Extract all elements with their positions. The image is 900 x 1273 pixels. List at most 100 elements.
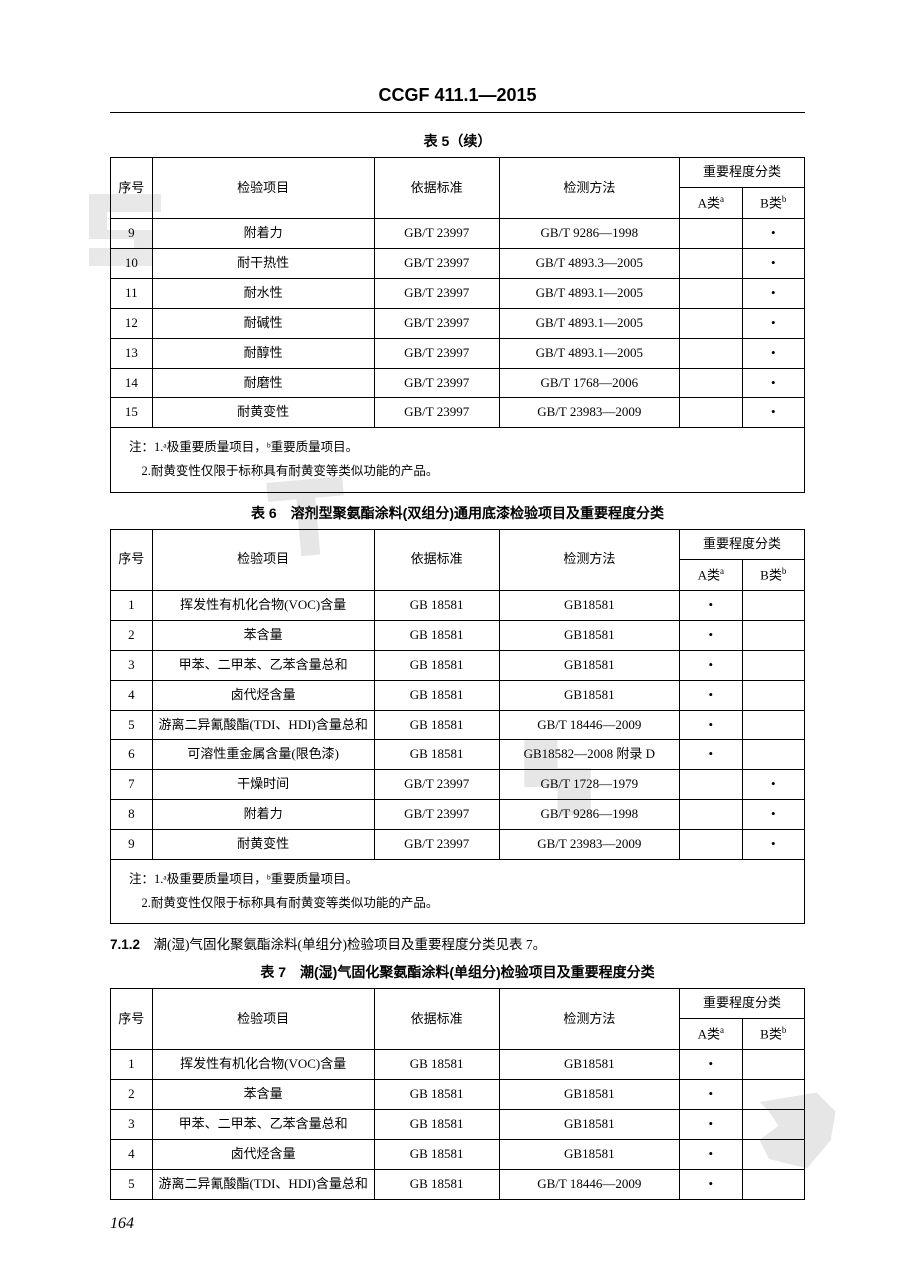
cell-std: GB/T 23997 (374, 308, 499, 338)
cell-item: 甲苯、二甲苯、乙苯含量总和 (152, 650, 374, 680)
cell-A (680, 800, 742, 830)
cell-seq: 1 (111, 590, 153, 620)
table5-body: 9附着力GB/T 23997GB/T 9286—1998•10耐干热性GB/T … (111, 219, 805, 428)
th-item: 检验项目 (152, 989, 374, 1050)
cell-seq: 15 (111, 398, 153, 428)
cell-method: GB/T 23983—2009 (499, 830, 679, 860)
cell-method: GB18581 (499, 650, 679, 680)
cell-seq: 5 (111, 710, 153, 740)
table-row: 10耐干热性GB/T 23997GB/T 4893.3—2005• (111, 249, 805, 279)
cell-A (680, 278, 742, 308)
cell-A (680, 770, 742, 800)
cell-item: 挥发性有机化合物(VOC)含量 (152, 590, 374, 620)
doc-header: CCGF 411.1—2015 (110, 85, 805, 112)
th-std: 依据标准 (374, 989, 499, 1050)
cell-item: 挥发性有机化合物(VOC)含量 (152, 1050, 374, 1080)
table-row: 11耐水性GB/T 23997GB/T 4893.1—2005 • (111, 278, 805, 308)
cell-std: GB 18581 (374, 740, 499, 770)
cell-B (742, 740, 805, 770)
cell-seq: 4 (111, 1139, 153, 1169)
table-row: 3甲苯、二甲苯、乙苯含量总和GB 18581GB18581• (111, 1109, 805, 1139)
table5: 序号 检验项目 依据标准 检测方法 重要程度分类 A类a B类b 9附着力GB/… (110, 157, 805, 493)
cell-B: • (742, 830, 805, 860)
cell-seq: 13 (111, 338, 153, 368)
cell-method: GB18582—2008 附录 D (499, 740, 679, 770)
cell-item: 游离二异氰酸酯(TDI、HDI)含量总和 (152, 710, 374, 740)
th-seq: 序号 (111, 158, 153, 219)
cell-item: 苯含量 (152, 1080, 374, 1110)
cell-A: • (680, 740, 742, 770)
cell-item: 耐干热性 (152, 249, 374, 279)
th-item: 检验项目 (152, 529, 374, 590)
table-row: 9耐黄变性GB/T 23997GB/T 23983—2009• (111, 830, 805, 860)
cell-item: 附着力 (152, 219, 374, 249)
cell-seq: 7 (111, 770, 153, 800)
cell-method: GB/T 4893.1—2005 (499, 338, 679, 368)
cell-A: • (680, 1139, 742, 1169)
cell-A: • (680, 1169, 742, 1199)
th-B: B类b (742, 187, 805, 218)
cell-item: 干燥时间 (152, 770, 374, 800)
cell-B (742, 710, 805, 740)
cell-B: • (742, 249, 805, 279)
header-rule (110, 112, 805, 113)
th-method: 检测方法 (499, 158, 679, 219)
table5-caption: 表 5（续） (110, 131, 805, 151)
th-A: A类a (680, 559, 742, 590)
table-row: 4卤代烃含量GB 18581GB18581• (111, 1139, 805, 1169)
cell-std: GB 18581 (374, 710, 499, 740)
table7: 序号 检验项目 依据标准 检测方法 重要程度分类 A类a B类b 1挥发性有机化… (110, 988, 805, 1200)
th-A: A类a (680, 187, 742, 218)
th-item: 检验项目 (152, 158, 374, 219)
cell-seq: 2 (111, 620, 153, 650)
cell-seq: 6 (111, 740, 153, 770)
cell-B: • (742, 368, 805, 398)
table-row: 2苯含量GB 18581GB18581• (111, 1080, 805, 1110)
cell-method: GB18581 (499, 1139, 679, 1169)
cell-B: • (742, 278, 805, 308)
table6-body: 1挥发性有机化合物(VOC)含量GB 18581GB18581•2苯含量GB 1… (111, 590, 805, 859)
page-number: 164 (110, 1215, 134, 1233)
table7-body: 1挥发性有机化合物(VOC)含量GB 18581GB18581•2苯含量GB 1… (111, 1050, 805, 1199)
cell-method: GB18581 (499, 1109, 679, 1139)
cell-method: GB/T 18446—2009 (499, 710, 679, 740)
cell-std: GB 18581 (374, 1050, 499, 1080)
table-row: 4卤代烃含量GB 18581GB18581• (111, 680, 805, 710)
cell-A (680, 368, 742, 398)
table-row: 5游离二异氰酸酯(TDI、HDI)含量总和GB 18581GB/T 18446—… (111, 710, 805, 740)
cell-A: • (680, 650, 742, 680)
cell-seq: 3 (111, 1109, 153, 1139)
cell-A (680, 308, 742, 338)
cell-seq: 14 (111, 368, 153, 398)
cell-item: 卤代烃含量 (152, 680, 374, 710)
cell-item: 耐磨性 (152, 368, 374, 398)
th-B: B类b (742, 559, 805, 590)
table-row: 13耐醇性GB/T 23997GB/T 4893.1—2005• (111, 338, 805, 368)
table7-caption: 表 7 潮(湿)气固化聚氨酯涂料(单组分)检验项目及重要程度分类 (110, 962, 805, 982)
cell-seq: 11 (111, 278, 153, 308)
th-class: 重要程度分类 (680, 158, 805, 188)
th-seq: 序号 (111, 529, 153, 590)
cell-method: GB/T 4893.3—2005 (499, 249, 679, 279)
cell-method: GB18581 (499, 590, 679, 620)
cell-method: GB/T 4893.1—2005 (499, 278, 679, 308)
cell-item: 苯含量 (152, 620, 374, 650)
cell-method: GB/T 1768—2006 (499, 368, 679, 398)
cell-std: GB/T 23997 (374, 338, 499, 368)
cell-item: 耐水性 (152, 278, 374, 308)
table-row: 5游离二异氰酸酯(TDI、HDI)含量总和GB 18581GB/T 18446—… (111, 1169, 805, 1199)
cell-std: GB/T 23997 (374, 368, 499, 398)
cell-std: GB/T 23997 (374, 830, 499, 860)
cell-item: 耐醇性 (152, 338, 374, 368)
cell-B (742, 620, 805, 650)
cell-std: GB 18581 (374, 650, 499, 680)
cell-std: GB/T 23997 (374, 219, 499, 249)
cell-seq: 4 (111, 680, 153, 710)
cell-B: • (742, 308, 805, 338)
th-class: 重要程度分类 (680, 529, 805, 559)
cell-std: GB/T 23997 (374, 278, 499, 308)
cell-seq: 1 (111, 1050, 153, 1080)
section-7-1-2: 7.1.2 潮(湿)气固化聚氨酯涂料(单组分)检验项目及重要程度分类见表 7。 (110, 934, 805, 956)
cell-A: • (680, 620, 742, 650)
cell-A: • (680, 680, 742, 710)
